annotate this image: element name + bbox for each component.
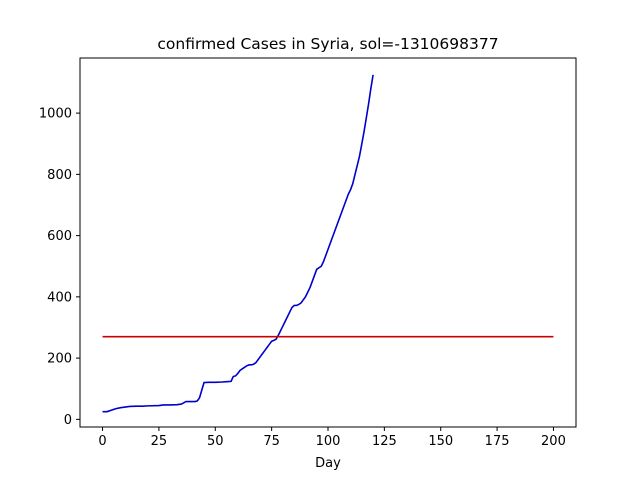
x-tick-label: 100 xyxy=(316,434,341,449)
x-tick-label: 150 xyxy=(428,434,453,449)
x-tick-label: 75 xyxy=(263,434,280,449)
x-tick-label: 50 xyxy=(207,434,224,449)
plot-area xyxy=(102,74,554,413)
y-tick-label: 800 xyxy=(47,168,72,183)
x-tick-label: 175 xyxy=(485,434,510,449)
y-tick-label: 600 xyxy=(47,229,72,244)
y-tick-label: 0 xyxy=(64,413,72,428)
x-tick-label: 25 xyxy=(151,434,168,449)
x-axis: 0 25 50 75 100 125 150 175 200 xyxy=(98,427,566,449)
y-axis: 0 200 400 600 800 1000 xyxy=(39,107,80,428)
x-tick-label: 125 xyxy=(372,434,397,449)
x-tick-label: 200 xyxy=(541,434,566,449)
chart-title: confirmed Cases in Syria, sol=-131069837… xyxy=(157,35,498,53)
y-tick-label: 1000 xyxy=(39,107,72,122)
x-axis-label: Day xyxy=(315,456,341,471)
series-line-confirmed-cases xyxy=(102,74,374,413)
y-tick-label: 400 xyxy=(47,290,72,305)
plot-frame xyxy=(79,57,577,428)
y-tick-label: 200 xyxy=(47,352,72,367)
x-tick-label: 0 xyxy=(98,434,106,449)
